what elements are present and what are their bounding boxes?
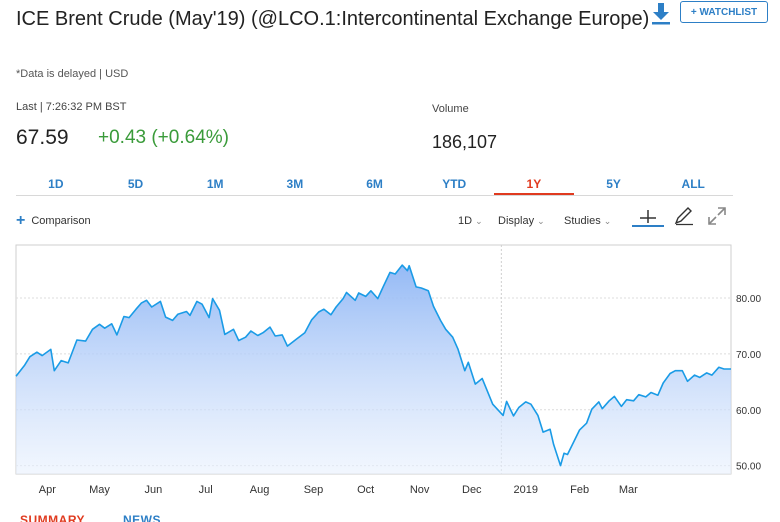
price-chart-svg: 50.00 60.00 70.00 80.00 Apr May Jun Jul Aug Sep O… bbox=[15, 244, 761, 496]
tab-ytd[interactable]: YTD bbox=[442, 177, 467, 191]
volume-label: Volume bbox=[432, 103, 469, 115]
x-tick-label: Dec bbox=[462, 484, 482, 496]
tab-1m[interactable]: 1M bbox=[206, 177, 224, 191]
x-tick-label: May bbox=[89, 484, 110, 496]
chevron-down-icon: ⌄ bbox=[537, 216, 545, 226]
x-tick-label: Oct bbox=[357, 484, 374, 496]
crosshair-icon bbox=[640, 210, 656, 223]
last-trade-time: Last | 7:26:32 PM BST bbox=[16, 101, 127, 113]
page-title: ICE Brent Crude (May'19) (@LCO.1:Interco… bbox=[16, 8, 650, 30]
tab-1y[interactable]: 1Y bbox=[494, 174, 574, 195]
interval-label: 1D bbox=[458, 215, 473, 227]
price-area-fill bbox=[16, 265, 731, 474]
tab-5y[interactable]: 5Y bbox=[606, 177, 621, 191]
range-tabs: 1D 5D 1M 3M 6M YTD 1Y 5Y ALL bbox=[16, 174, 733, 196]
last-price: 67.59 bbox=[16, 126, 69, 149]
x-tick-label: Mar bbox=[619, 484, 638, 496]
interval-dropdown[interactable]: 1D ⌄ bbox=[458, 215, 483, 227]
tab-news[interactable]: NEWS bbox=[123, 513, 161, 522]
comparison-label: Comparison bbox=[31, 215, 91, 227]
y-tick-label: 60.00 bbox=[736, 406, 761, 417]
tab-summary[interactable]: SUMMARY bbox=[20, 513, 86, 522]
chevron-down-icon: ⌄ bbox=[603, 216, 612, 226]
data-delayed-note: *Data is delayed | USD bbox=[16, 68, 129, 80]
tab-5d[interactable]: 5D bbox=[127, 177, 144, 191]
draw-tool-button[interactable] bbox=[673, 206, 695, 226]
fullscreen-button[interactable] bbox=[706, 206, 728, 226]
studies-label: Studies bbox=[564, 215, 601, 227]
volume-value: 186,107 bbox=[432, 132, 498, 152]
price-line bbox=[15, 264, 731, 467]
tab-1d[interactable]: 1D bbox=[48, 177, 64, 191]
x-tick-label: Sep bbox=[304, 484, 324, 496]
tab-6m[interactable]: 6M bbox=[366, 177, 383, 191]
add-to-watchlist-button[interactable]: + WATCHLIST bbox=[680, 1, 768, 23]
display-dropdown[interactable]: Display ⌄ bbox=[498, 215, 545, 227]
x-tick-label: Jun bbox=[145, 484, 163, 496]
x-tick-label: Aug bbox=[250, 484, 270, 496]
tab-3m[interactable]: 3M bbox=[286, 177, 304, 191]
price-change: +0.43 (+0.64%) bbox=[98, 127, 229, 148]
price-chart[interactable]: 50.00 60.00 70.00 80.00 Apr May Jun Jul Aug Sep O… bbox=[0, 240, 780, 522]
pencil-icon bbox=[674, 207, 693, 226]
chevron-down-icon: ⌄ bbox=[475, 216, 483, 226]
x-tick-label: Nov bbox=[410, 484, 430, 496]
x-tick-label: Jul bbox=[199, 484, 213, 496]
x-tick-label: Apr bbox=[39, 484, 56, 496]
x-tick-label: Feb bbox=[570, 484, 589, 496]
display-label: Display bbox=[498, 215, 535, 227]
tab-all[interactable]: ALL bbox=[681, 177, 705, 191]
x-tick-label: 2019 bbox=[513, 484, 537, 496]
comparison-button[interactable]: + Comparison bbox=[16, 212, 91, 229]
y-tick-label: 70.00 bbox=[736, 350, 761, 361]
plus-icon: + bbox=[16, 212, 26, 229]
crosshair-tool-button[interactable] bbox=[632, 207, 664, 227]
download-icon[interactable] bbox=[648, 2, 674, 26]
studies-dropdown[interactable]: Studies ⌄ bbox=[564, 215, 611, 227]
y-tick-label: 80.00 bbox=[736, 294, 761, 305]
y-tick-label: 50.00 bbox=[736, 462, 761, 473]
expand-icon bbox=[708, 207, 726, 225]
